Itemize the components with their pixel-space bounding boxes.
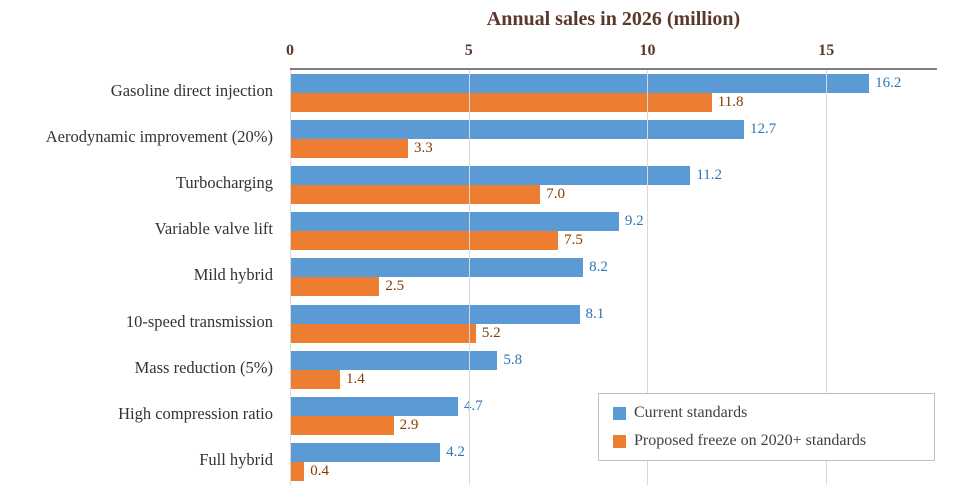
- gridline: [290, 70, 291, 485]
- bar-group: 12.7 3.3: [290, 116, 937, 162]
- bar-line: 11.8: [290, 93, 937, 113]
- bar-value-label: 16.2: [875, 75, 902, 92]
- x-axis: 0 5 10 15: [286, 42, 937, 64]
- category-label: Full hybrid: [199, 449, 273, 469]
- bar-group: 11.2 7.0: [290, 162, 937, 208]
- bar-line: 5.2: [290, 323, 937, 343]
- bar-line: 7.5: [290, 231, 937, 251]
- bar-value-label: 5.8: [503, 351, 523, 368]
- bar-line: 8.2: [290, 258, 937, 278]
- category-label: Mass reduction (5%): [134, 357, 273, 377]
- bar-value-label: 5.2: [481, 324, 501, 341]
- bar-group: 4.2 0.4: [290, 439, 937, 485]
- bar-current-standards: [290, 120, 744, 140]
- bar-line: 16.2: [290, 74, 937, 94]
- bar-line: 8.1: [290, 304, 937, 324]
- bar-current-standards: [290, 304, 580, 324]
- bar-value-label: 2.5: [385, 278, 405, 295]
- bar-line: 3.3: [290, 139, 937, 159]
- bar-proposed-freeze: [290, 231, 559, 251]
- bar-line: 7.0: [290, 185, 937, 205]
- x-tick-label: 15: [818, 42, 835, 59]
- bar-proposed-freeze: [290, 461, 305, 481]
- bar-value-label: 4.7: [464, 397, 483, 414]
- category-label: Mild hybrid: [193, 265, 273, 285]
- bar-value-label: 7.0: [546, 186, 565, 203]
- legend-item: Current standards: [613, 404, 920, 422]
- gridline: [468, 70, 470, 485]
- category-label: Aerodynamic improvement (20%): [45, 127, 273, 147]
- chart-title: Annual sales in 2026 (million): [486, 8, 741, 30]
- bar-value-label: 8.1: [585, 305, 605, 322]
- bar-line: 0.4: [290, 461, 937, 481]
- bar-value-label: 0.4: [310, 462, 330, 479]
- bar-value-label: 11.8: [717, 94, 744, 111]
- legend: Current standards Proposed freeze on 2020…: [598, 393, 935, 461]
- legend-item: Proposed freeze on 2020+ standards: [613, 432, 920, 450]
- category-label: High compression ratio: [118, 403, 273, 423]
- bar-line: 5.8: [290, 350, 937, 370]
- legend-label: Proposed freeze on 2020+ standards: [634, 432, 867, 449]
- gridline: [647, 70, 649, 485]
- bar-current-standards: [290, 258, 584, 278]
- category-label: 10-speed transmission: [125, 311, 273, 331]
- bar-line: 11.2: [290, 166, 937, 186]
- legend-label: Current standards: [634, 404, 748, 421]
- legend-swatch-icon: [613, 434, 626, 448]
- bar-value-label: 7.5: [564, 232, 583, 249]
- bar-group: 4.7 2.9: [290, 393, 937, 439]
- bar-line: 2.5: [290, 277, 937, 297]
- bar-proposed-freeze: [290, 185, 541, 205]
- bar-value-label: 11.2: [696, 167, 723, 184]
- bar-line: 12.7: [290, 120, 937, 140]
- bar-proposed-freeze: [290, 415, 394, 435]
- bar-value-label: 2.9: [399, 416, 419, 433]
- bar-line: 4.2: [290, 442, 937, 462]
- category-label: Gasoline direct injection: [110, 81, 273, 101]
- bar-value-label: 12.7: [749, 121, 777, 138]
- category-axis: Gasoline direct injection Aerodynamic imp…: [0, 68, 282, 483]
- bar-current-standards: [290, 442, 441, 462]
- x-tick-label: 5: [464, 42, 473, 59]
- x-tick-label: 10: [639, 42, 656, 59]
- bar-current-standards: [290, 350, 498, 370]
- bar-group: 8.2 2.5: [290, 254, 937, 300]
- bar-line: 2.9: [290, 415, 937, 435]
- bar-current-standards: [290, 212, 619, 232]
- category-label: Variable valve lift: [154, 219, 273, 239]
- bar-current-standards: [290, 166, 691, 186]
- bar-proposed-freeze: [290, 93, 712, 113]
- bar-line: 4.7: [290, 396, 937, 416]
- bar-proposed-freeze: [290, 323, 476, 343]
- x-tick-label: 0: [286, 42, 294, 59]
- bar-line: 9.2: [290, 212, 937, 232]
- category-label: Turbocharging: [175, 173, 273, 193]
- bar-value-label: 9.2: [624, 213, 644, 230]
- bar-group: 9.2 7.5: [290, 208, 937, 254]
- bar-value-label: 3.3: [413, 140, 433, 157]
- bar-value-label: 1.4: [346, 370, 365, 387]
- bar-group: 8.1 5.2: [290, 301, 937, 347]
- bar-proposed-freeze: [290, 139, 408, 159]
- bar-group: 16.2 11.8: [290, 70, 937, 116]
- plot-area: 16.2 11.8 12.7 3.3 11.2 7.0 9.2 7.5 8.2 2.5 8.1 5.2…: [290, 68, 937, 485]
- bar-rows: 16.2 11.8 12.7 3.3 11.2 7.0 9.2 7.5 8.2 2.5 8.1 5.2…: [290, 70, 937, 485]
- bar-line: 1.4: [290, 369, 937, 389]
- gridline: [826, 70, 828, 485]
- bar-current-standards: [290, 74, 870, 94]
- legend-swatch-icon: [613, 406, 626, 420]
- bar-proposed-freeze: [290, 277, 380, 297]
- bar-value-label: 8.2: [589, 259, 608, 276]
- bar-group: 5.8 1.4: [290, 347, 937, 393]
- bar-current-standards: [290, 396, 458, 416]
- bar-value-label: 4.2: [446, 443, 465, 460]
- bar-proposed-freeze: [290, 369, 341, 389]
